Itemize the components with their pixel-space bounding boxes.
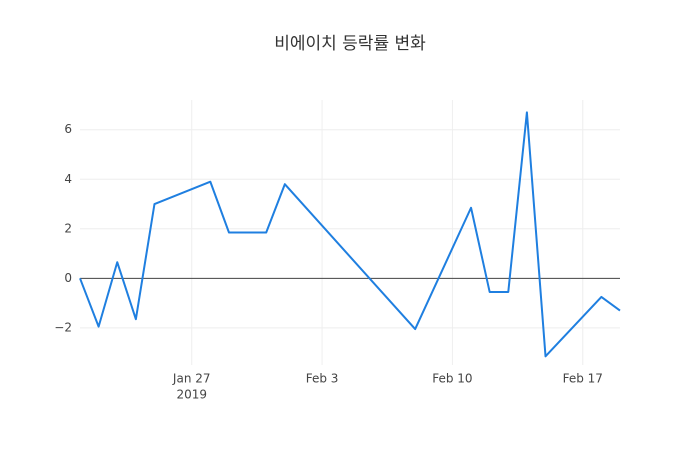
y-tick-label: −2 bbox=[54, 320, 72, 334]
line bbox=[79, 111, 621, 358]
y-tick-label: 6 bbox=[64, 122, 72, 136]
grid bbox=[80, 100, 620, 365]
y-tick-label: 0 bbox=[64, 271, 72, 285]
x-tick-label: Feb 3 bbox=[306, 372, 339, 386]
y-tick-label: 2 bbox=[64, 221, 72, 235]
x-tick-label: 2019 bbox=[176, 388, 207, 402]
x-tick-label: Feb 10 bbox=[432, 372, 472, 386]
y-tick-label: 4 bbox=[64, 172, 72, 186]
chart-title: 비에이치 등락률 변화 bbox=[274, 34, 426, 54]
x-tick-label: Jan 27 bbox=[172, 372, 211, 386]
x-tick-label: Feb 17 bbox=[563, 372, 603, 386]
